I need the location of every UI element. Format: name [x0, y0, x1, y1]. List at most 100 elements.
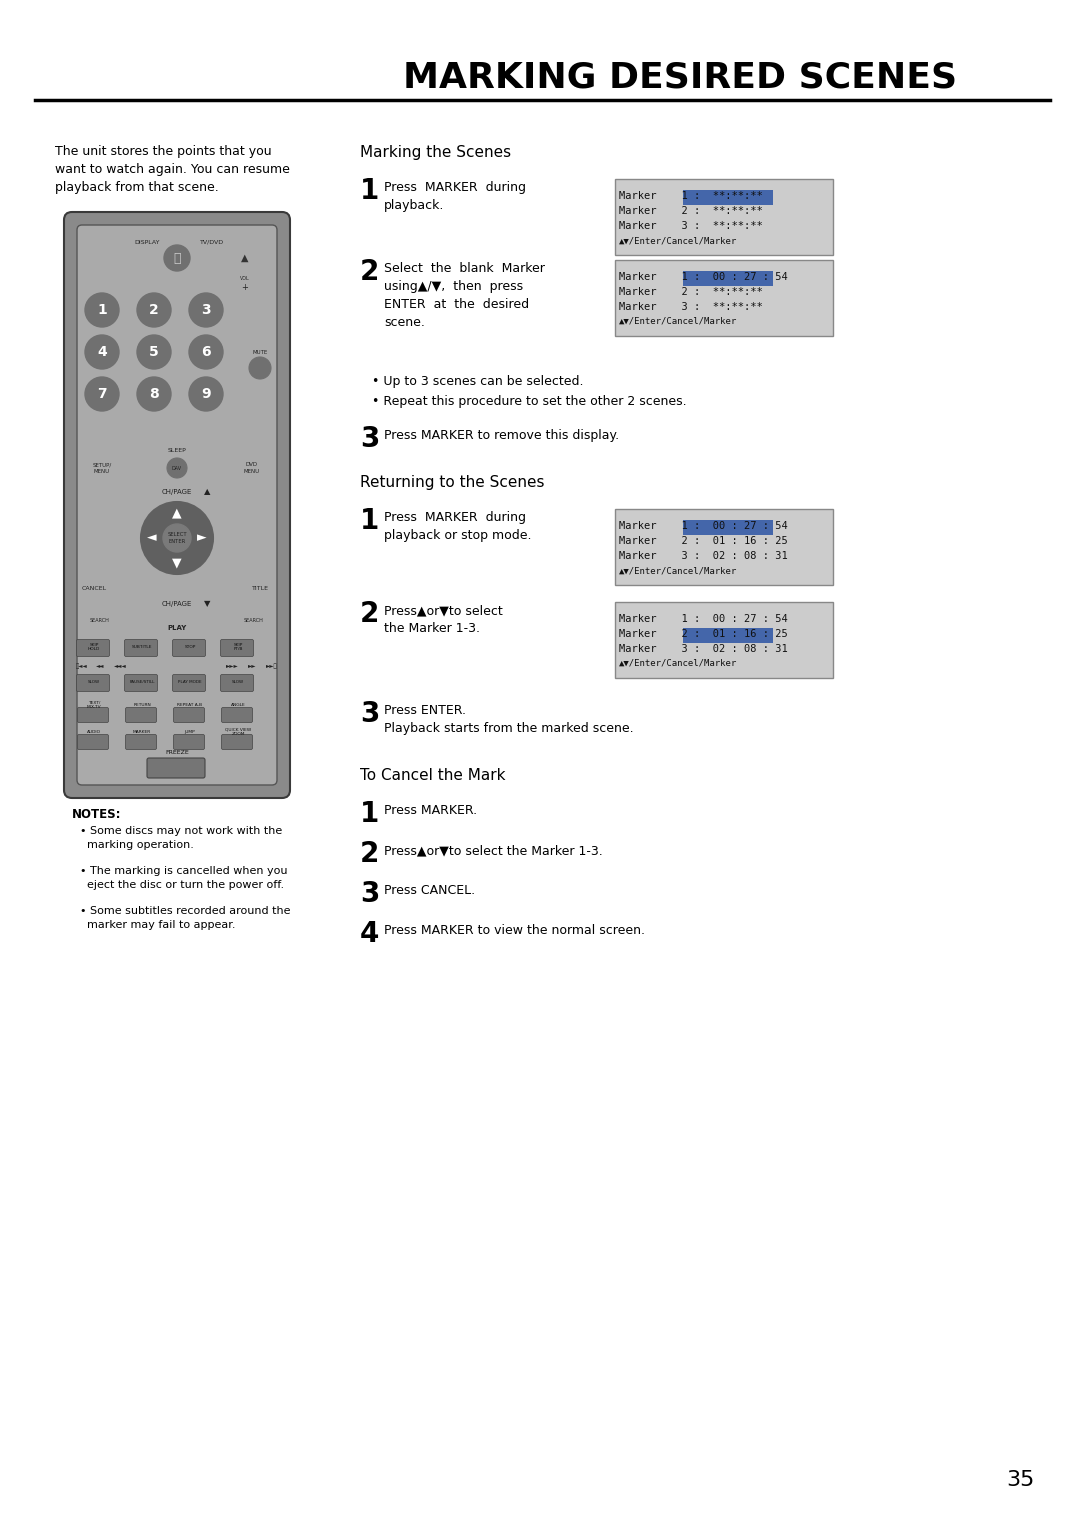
Text: ◄◄◄: ◄◄◄ — [113, 663, 126, 669]
Text: PLAY: PLAY — [167, 625, 187, 631]
Bar — [683, 270, 773, 286]
Text: ►: ► — [198, 532, 206, 544]
FancyBboxPatch shape — [77, 674, 109, 692]
Text: 35: 35 — [1005, 1470, 1035, 1490]
FancyBboxPatch shape — [78, 735, 108, 750]
Text: CANCEL: CANCEL — [81, 585, 107, 590]
Text: SEARCH: SEARCH — [244, 617, 264, 622]
Text: Playback starts from the marked scene.: Playback starts from the marked scene. — [384, 723, 634, 735]
Text: 2: 2 — [360, 258, 379, 286]
Text: Marker    1 :  00 : 27 : 54: Marker 1 : 00 : 27 : 54 — [619, 521, 787, 532]
Text: Select  the  blank  Marker: Select the blank Marker — [384, 261, 545, 275]
Text: DAV: DAV — [172, 466, 183, 471]
Circle shape — [141, 503, 213, 575]
Text: 2: 2 — [360, 601, 379, 628]
Text: ▲: ▲ — [172, 506, 181, 520]
Text: TEXT/
MIX-TV: TEXT/ MIX-TV — [86, 701, 102, 709]
FancyBboxPatch shape — [173, 640, 205, 657]
Text: DISPLAY: DISPLAY — [134, 240, 160, 244]
Circle shape — [167, 458, 187, 478]
Text: SUBTITLE: SUBTITLE — [132, 645, 152, 649]
Text: Returning to the Scenes: Returning to the Scenes — [360, 475, 544, 490]
Text: CH/PAGE: CH/PAGE — [162, 489, 192, 495]
Text: TITLE: TITLE — [252, 585, 269, 590]
Text: Press▲or▼to select: Press▲or▼to select — [384, 604, 503, 617]
Circle shape — [189, 293, 222, 327]
Text: 1: 1 — [97, 303, 107, 316]
FancyBboxPatch shape — [221, 707, 253, 723]
Text: 1: 1 — [360, 177, 379, 205]
Text: Press  MARKER  during: Press MARKER during — [384, 180, 526, 194]
FancyBboxPatch shape — [173, 674, 205, 692]
Text: 6: 6 — [201, 345, 211, 359]
Text: AUDIO: AUDIO — [87, 730, 102, 733]
Text: Press MARKER to view the normal screen.: Press MARKER to view the normal screen. — [384, 924, 645, 937]
FancyBboxPatch shape — [220, 674, 254, 692]
Text: 2: 2 — [149, 303, 159, 316]
Text: 2: 2 — [360, 840, 379, 868]
Text: SELECT
ENTER: SELECT ENTER — [167, 532, 187, 544]
Bar — [615, 509, 833, 585]
Circle shape — [85, 377, 119, 411]
Text: 3: 3 — [360, 700, 379, 727]
Text: • Repeat this procedure to set the other 2 scenes.: • Repeat this procedure to set the other… — [372, 396, 687, 408]
Text: PLAY MODE: PLAY MODE — [178, 680, 202, 685]
Circle shape — [163, 524, 191, 552]
FancyBboxPatch shape — [78, 707, 108, 723]
Text: ENTER  at  the  desired: ENTER at the desired — [384, 298, 529, 312]
FancyBboxPatch shape — [64, 212, 291, 798]
FancyBboxPatch shape — [174, 735, 204, 750]
Text: ▲▼/Enter/Cancel/Marker: ▲▼/Enter/Cancel/Marker — [619, 659, 738, 668]
Text: 1: 1 — [360, 801, 379, 828]
Circle shape — [249, 358, 271, 379]
Text: STOP: STOP — [185, 645, 195, 649]
Text: Press▲or▼to select the Marker 1-3.: Press▲or▼to select the Marker 1-3. — [384, 843, 603, 857]
Text: Press CANCEL.: Press CANCEL. — [384, 885, 475, 897]
Circle shape — [137, 377, 171, 411]
FancyBboxPatch shape — [220, 640, 254, 657]
Text: MUTE: MUTE — [253, 350, 268, 356]
Circle shape — [137, 335, 171, 368]
Text: Marker    3 :  02 : 08 : 31: Marker 3 : 02 : 08 : 31 — [619, 643, 787, 654]
Text: QUICK VIEW
ZOOM: QUICK VIEW ZOOM — [225, 727, 252, 736]
Text: 8: 8 — [149, 387, 159, 400]
Circle shape — [85, 335, 119, 368]
Text: Marker    2 :  **:**:**: Marker 2 : **:**:** — [619, 287, 762, 296]
FancyBboxPatch shape — [221, 735, 253, 750]
Text: Marker    2 :  01 : 16 : 25: Marker 2 : 01 : 16 : 25 — [619, 630, 787, 639]
Text: TV/DVD: TV/DVD — [200, 240, 224, 244]
Text: MARKING DESIRED SCENES: MARKING DESIRED SCENES — [403, 61, 957, 95]
Text: SETUP/
MENU: SETUP/ MENU — [93, 463, 111, 474]
Text: ►►: ►► — [247, 663, 256, 669]
Text: ►►►: ►►► — [226, 663, 239, 669]
Text: Press  MARKER  during: Press MARKER during — [384, 510, 526, 524]
Text: SLOW: SLOW — [232, 680, 244, 685]
Text: PAUSE/STILL: PAUSE/STILL — [130, 680, 154, 685]
FancyBboxPatch shape — [125, 707, 157, 723]
Text: the Marker 1-3.: the Marker 1-3. — [384, 622, 480, 636]
Text: To Cancel the Mark: To Cancel the Mark — [360, 769, 505, 782]
Text: SKIP
FT/B: SKIP FT/B — [233, 643, 243, 651]
Text: ▲▼/Enter/Cancel/Marker: ▲▼/Enter/Cancel/Marker — [619, 235, 738, 244]
Text: • Some discs may not work with the
  marking operation.: • Some discs may not work with the marki… — [80, 827, 282, 850]
Text: JUMP: JUMP — [185, 730, 195, 733]
Text: Marker    1 :  00 : 27 : 54: Marker 1 : 00 : 27 : 54 — [619, 614, 787, 623]
Text: 1: 1 — [360, 507, 379, 535]
Text: Marker    3 :  **:**:**: Marker 3 : **:**:** — [619, 222, 762, 231]
Text: NOTES:: NOTES: — [72, 808, 121, 821]
Text: Marker    2 :  **:**:**: Marker 2 : **:**:** — [619, 206, 762, 215]
Text: Marker    2 :  01 : 16 : 25: Marker 2 : 01 : 16 : 25 — [619, 536, 787, 545]
Text: Marker    1 :  00 : 27 : 54: Marker 1 : 00 : 27 : 54 — [619, 272, 787, 283]
Text: FREEZE: FREEZE — [165, 750, 189, 755]
Text: 3: 3 — [360, 425, 379, 452]
Text: playback or stop mode.: playback or stop mode. — [384, 529, 531, 542]
Text: ⏻: ⏻ — [173, 252, 180, 264]
Text: 7: 7 — [97, 387, 107, 400]
Bar — [615, 179, 833, 255]
FancyBboxPatch shape — [77, 640, 109, 657]
Text: • Some subtitles recorded around the
  marker may fail to appear.: • Some subtitles recorded around the mar… — [80, 906, 291, 929]
Circle shape — [189, 377, 222, 411]
Circle shape — [189, 335, 222, 368]
Bar — [615, 260, 833, 336]
FancyBboxPatch shape — [174, 707, 204, 723]
